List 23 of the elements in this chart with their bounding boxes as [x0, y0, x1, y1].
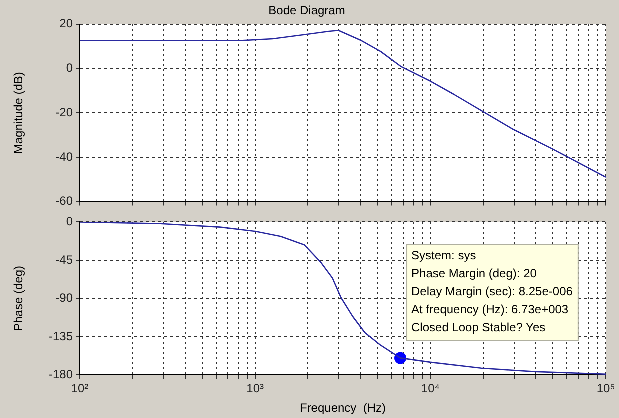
annotation: At frequency (Hz): 6.73e+003: [412, 302, 569, 317]
annotation: Closed Loop Stable? Yes: [412, 320, 546, 335]
y-tick-label: 0: [66, 61, 74, 76]
y-tick-label: -60: [56, 194, 74, 208]
x-tick-label: 10³: [246, 382, 264, 396]
y-tick-label: 0: [66, 214, 74, 229]
y-tick-label: -40: [56, 150, 74, 164]
y-tick-label: -135: [48, 329, 74, 344]
chart-title: Bode Diagram: [268, 4, 346, 18]
x-tick-label: 10²: [71, 382, 89, 396]
x-axis-title: Frequency (Hz): [300, 401, 386, 416]
x-tick-label: 10⁴: [421, 382, 440, 396]
y-tick-label: -20: [56, 105, 74, 120]
x-tick-label: 10⁵: [596, 382, 616, 396]
annotation: Delay Margin (sec): 8.25e-006: [412, 284, 574, 299]
y-axis-title: Magnitude (dB): [12, 72, 26, 154]
y-axis-title: Phase (deg): [12, 266, 26, 332]
y-tick-label: -45: [56, 252, 74, 267]
annotation: Phase Margin (deg): 20: [412, 266, 538, 281]
annotation: System: sys: [412, 248, 476, 263]
y-tick-label: -180: [48, 368, 74, 382]
y-tick-label: 20: [60, 16, 74, 31]
y-tick-label: -90: [56, 291, 74, 306]
